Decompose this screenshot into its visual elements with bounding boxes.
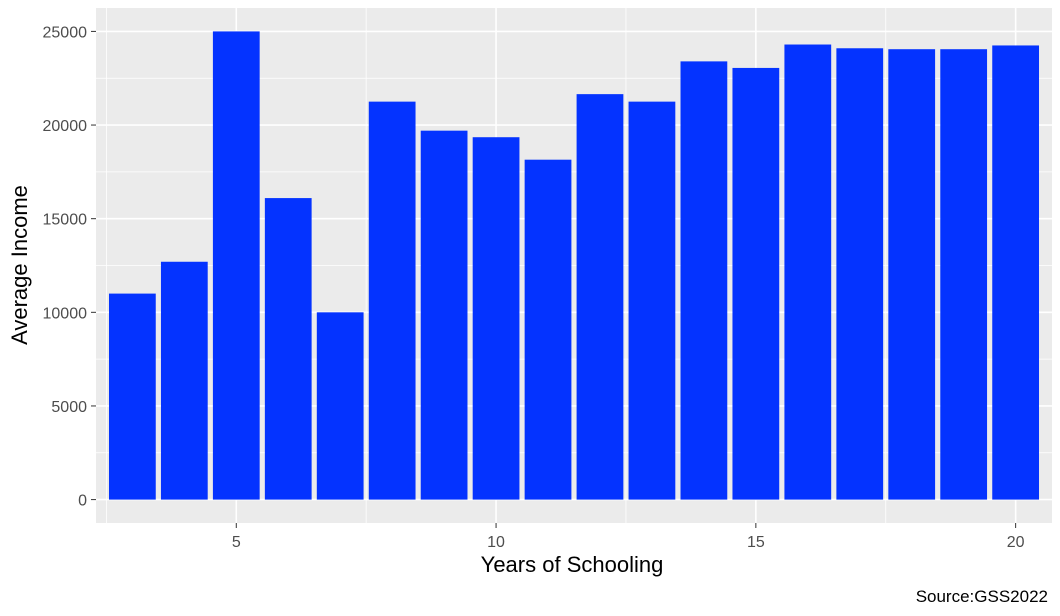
x-tick-label: 20 bbox=[1007, 534, 1025, 551]
bar bbox=[420, 130, 468, 500]
bars-group bbox=[108, 31, 1040, 500]
bar bbox=[680, 61, 728, 500]
y-tick-label: 25000 bbox=[43, 24, 88, 41]
y-axis-ticks: 0 5000 10000 15000 20000 25000 bbox=[43, 24, 96, 510]
bar bbox=[940, 49, 988, 500]
bar bbox=[160, 261, 208, 500]
x-axis-label: Years of Schooling bbox=[481, 552, 664, 577]
bar bbox=[836, 48, 884, 500]
bar bbox=[108, 293, 156, 500]
bar bbox=[576, 94, 624, 500]
bar bbox=[992, 45, 1040, 500]
y-tick-label: 0 bbox=[78, 493, 87, 510]
y-tick-label: 15000 bbox=[43, 212, 88, 229]
bar bbox=[524, 159, 572, 500]
chart-caption: Source:GSS2022 bbox=[916, 587, 1048, 606]
x-axis-ticks: 5 10 15 20 bbox=[232, 523, 1025, 551]
bar bbox=[472, 137, 520, 500]
bar bbox=[212, 31, 260, 500]
bar bbox=[316, 312, 364, 500]
bar bbox=[628, 101, 676, 500]
bar bbox=[784, 44, 832, 500]
y-axis-label: Average Income bbox=[7, 185, 32, 345]
x-tick-label: 10 bbox=[487, 534, 505, 551]
x-tick-label: 15 bbox=[747, 534, 765, 551]
bar bbox=[368, 101, 416, 500]
y-tick-label: 10000 bbox=[43, 305, 88, 322]
x-tick-label: 5 bbox=[232, 534, 241, 551]
bar bbox=[888, 49, 936, 500]
y-tick-label: 20000 bbox=[43, 118, 88, 135]
bar bbox=[264, 198, 312, 500]
y-tick-label: 5000 bbox=[51, 399, 87, 416]
bar bbox=[732, 67, 780, 500]
